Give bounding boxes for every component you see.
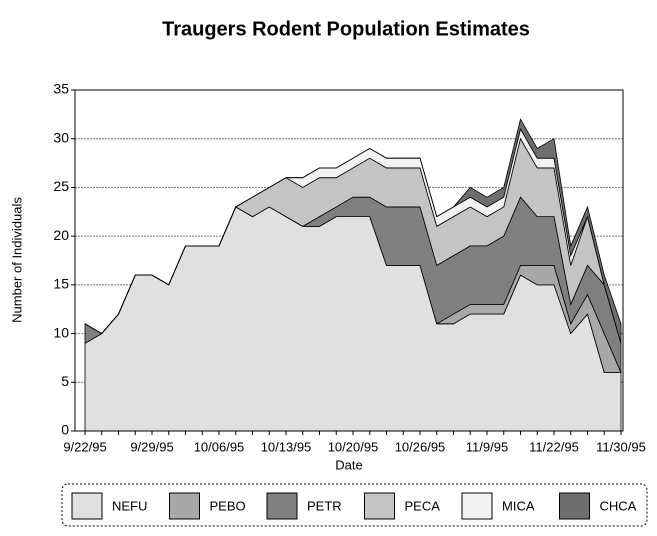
- x-tick-label: 10/26/95: [395, 439, 446, 454]
- legend-box: [61, 483, 648, 527]
- x-tick-label: 10/20/95: [328, 439, 379, 454]
- y-tick-label: 15: [53, 276, 69, 292]
- y-tick-label: 10: [53, 324, 69, 340]
- legend-label: NEFU: [112, 498, 147, 513]
- legend-swatch: [169, 492, 200, 520]
- x-tick-label: 11/9/95: [466, 439, 508, 454]
- y-tick-label: 5: [61, 373, 69, 389]
- y-tick-label: 30: [53, 129, 69, 145]
- legend-label: PEBO: [210, 498, 246, 513]
- x-tick-label: 10/06/95: [194, 439, 245, 454]
- legend-swatch: [71, 492, 103, 520]
- y-axis-label: Number of Individuals: [9, 197, 24, 323]
- y-tick-label: 35: [53, 81, 69, 97]
- y-tick-label: 25: [53, 178, 69, 194]
- x-tick-label: 11/30/95: [596, 439, 646, 454]
- y-tick-label: 20: [53, 227, 69, 243]
- plot-frame: [74, 89, 624, 432]
- legend-swatch: [461, 492, 493, 520]
- legend-swatch: [559, 492, 590, 520]
- chart-title: Traugers Rodent Population Estimates: [162, 18, 530, 40]
- x-tick-label: 10/13/95: [261, 439, 312, 454]
- area: [84, 118, 622, 344]
- legend-label: CHCA: [600, 498, 637, 513]
- legend-label: PECA: [405, 498, 441, 513]
- x-tick-label: 9/29/95: [130, 439, 173, 454]
- legend-swatch: [266, 492, 298, 520]
- x-tick-label: 11/22/95: [529, 439, 579, 454]
- y-tick-label: 0: [61, 422, 69, 438]
- x-tick-label: 9/22/95: [63, 439, 106, 454]
- x-axis-label: Date: [335, 457, 362, 472]
- legend-label: MICA: [502, 498, 535, 513]
- legend-label: PETR: [307, 498, 342, 513]
- legend-swatch: [364, 492, 395, 520]
